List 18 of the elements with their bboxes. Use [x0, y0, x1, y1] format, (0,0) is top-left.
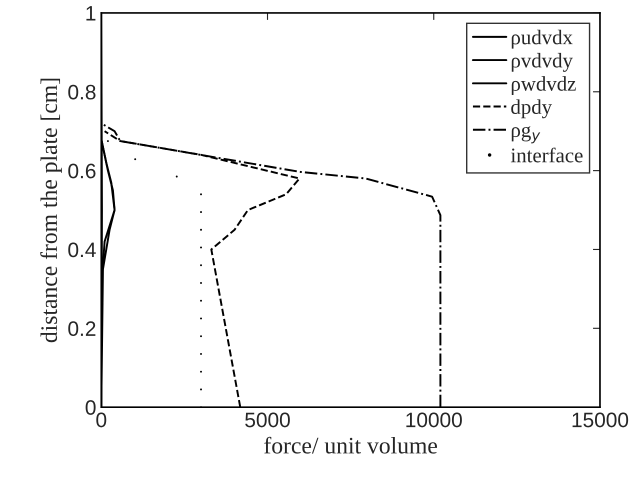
x-tick-label: 0 [96, 412, 106, 428]
y-tick-label: 0 [86, 400, 96, 415]
legend-label: dpdy [511, 99, 552, 118]
y-tick-label: 0.4 [68, 242, 96, 258]
legend-label: ρwdvdz [512, 76, 576, 96]
x-tick-label: 15000 [572, 412, 628, 428]
y-tick-label: 0.8 [68, 84, 96, 100]
legend-label: ρudvdx [512, 30, 573, 49]
y-tick-label: 0.6 [68, 164, 96, 178]
y-tick-label: 0.2 [68, 321, 96, 336]
legend-label: ρg$_{y}$ [512, 126, 540, 144]
x-tick-label: 10000 [406, 412, 462, 428]
legend-label: ρvdvdy [512, 52, 573, 72]
x-tick-label: 5000 [245, 412, 290, 428]
legend-label: interface [510, 148, 583, 162]
x-axis-title: force/ unit volume [264, 436, 438, 454]
y-tick-label: 1 [86, 6, 96, 20]
y-axis-title: distance from the plate [cm] [40, 78, 62, 342]
